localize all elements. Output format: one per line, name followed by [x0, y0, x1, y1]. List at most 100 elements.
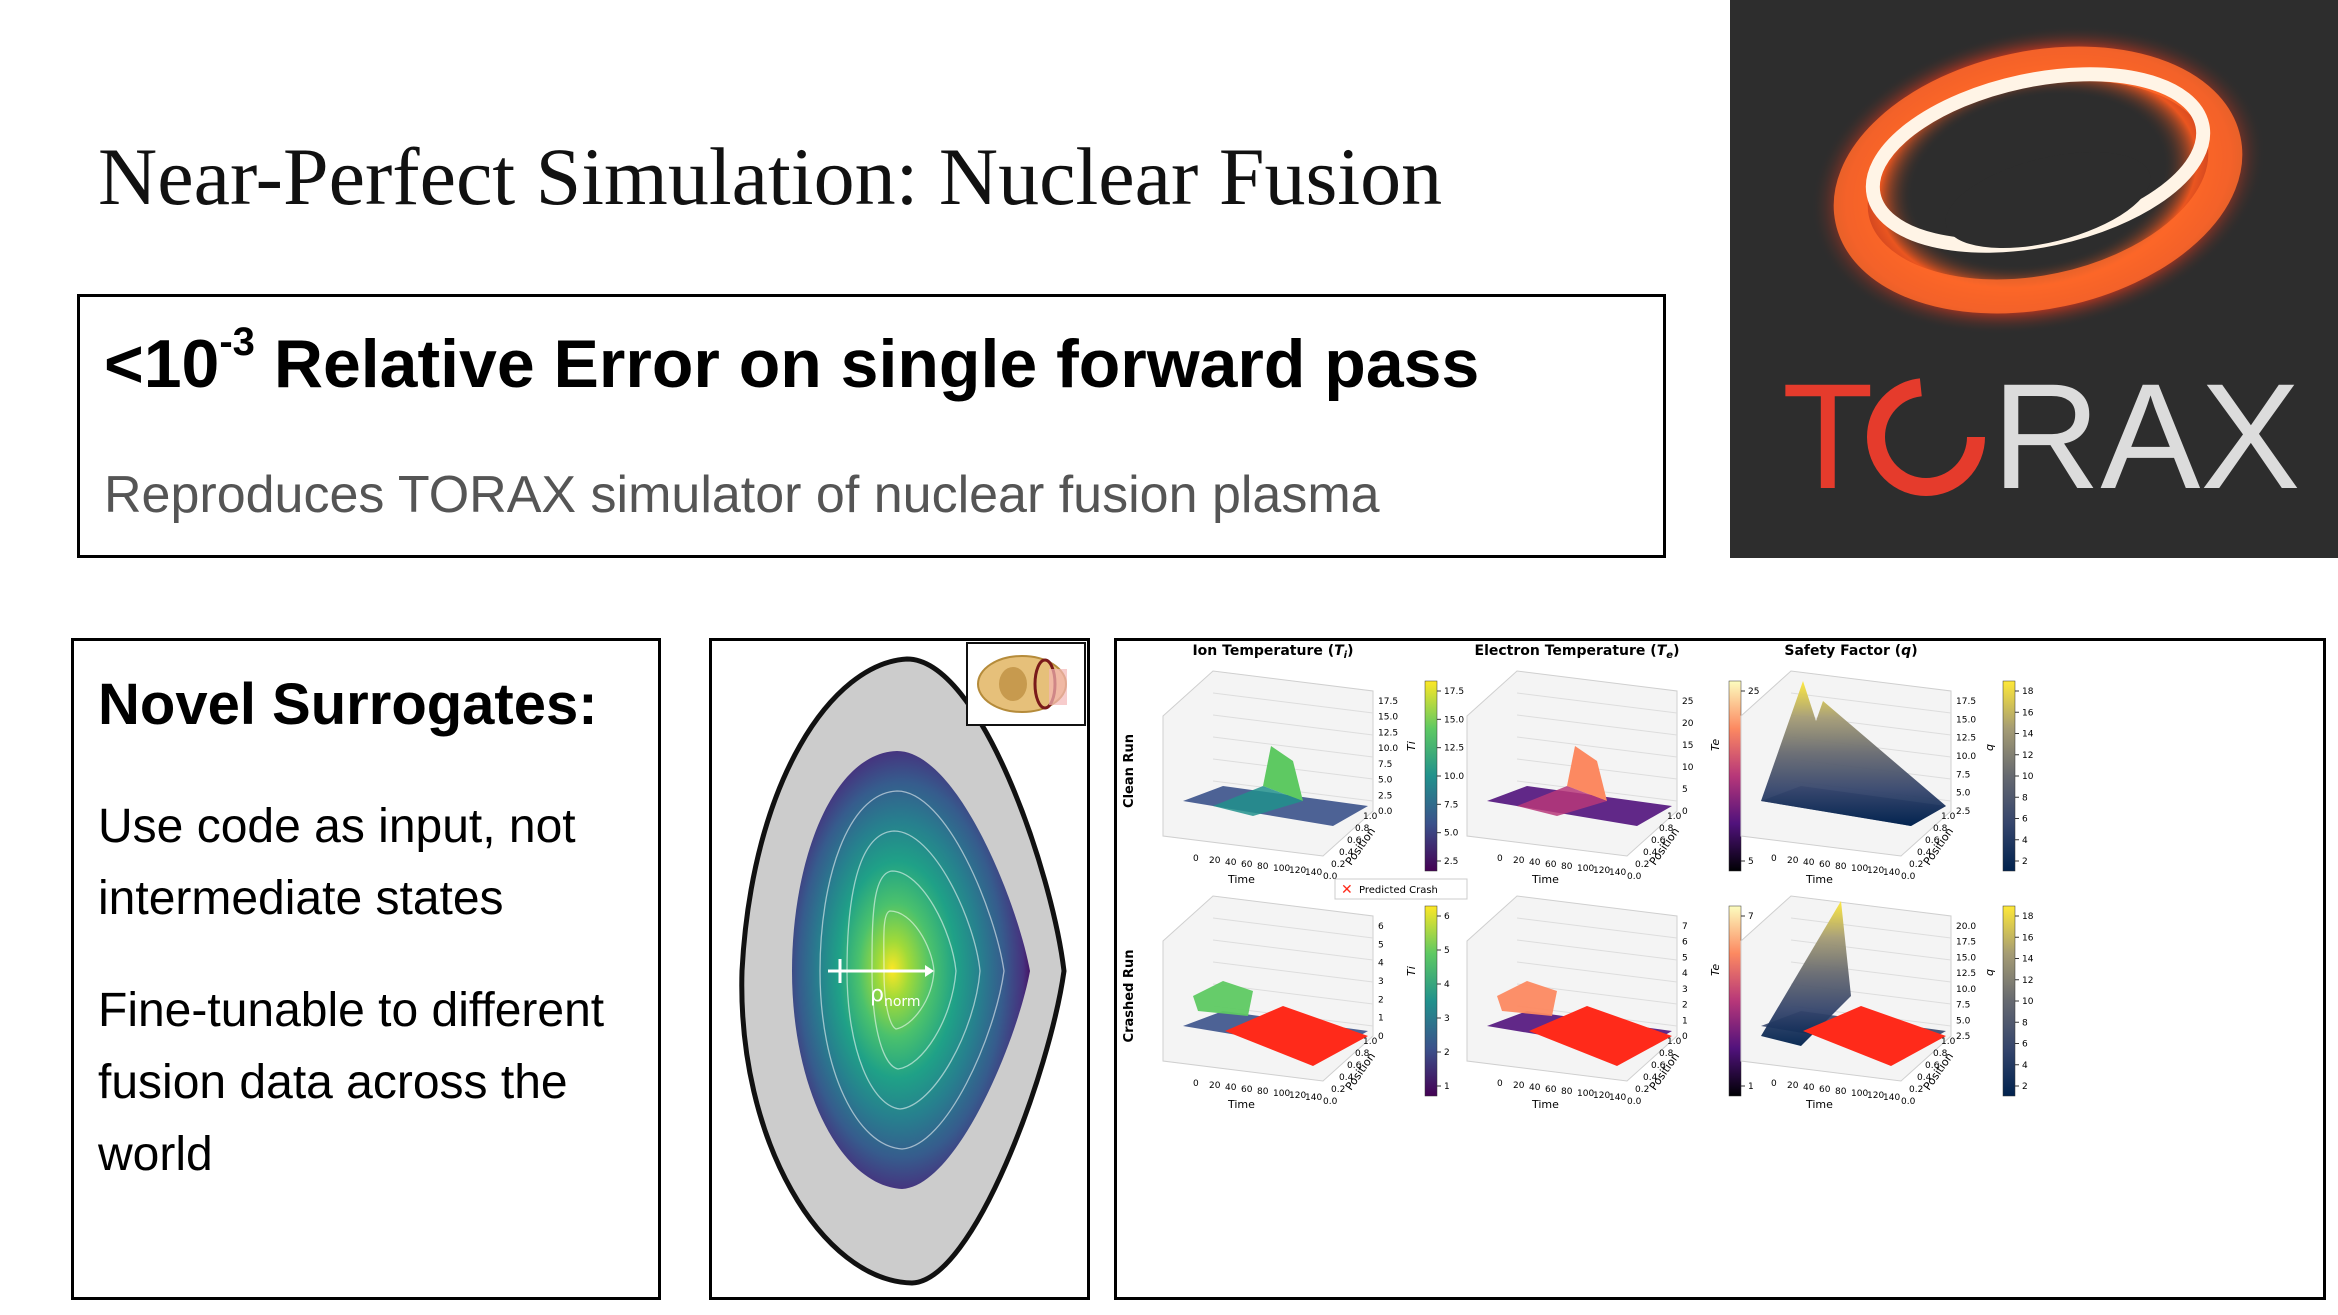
grid-line — [1212, 692, 1374, 714]
time-tick: 20 — [1787, 856, 1799, 866]
logo-letter-t: T — [1782, 352, 1874, 520]
grid-line — [1212, 961, 1374, 983]
time-tick: 20 — [1513, 1081, 1525, 1091]
time-tick: 80 — [1561, 862, 1573, 872]
z-tick: 2.5 — [1378, 791, 1392, 801]
z-axis-label: q — [1983, 744, 1996, 751]
time-tick: 140 — [1609, 1093, 1626, 1103]
z-tick: 20 — [1682, 719, 1694, 729]
colorbar-tick: 8 — [2022, 1018, 2028, 1028]
colorbar-tick: 18 — [2022, 687, 2034, 697]
colorbar-tick: 4 — [2022, 836, 2028, 846]
position-tick: 0.2 — [1635, 1085, 1649, 1095]
position-tick: 0.8 — [1933, 1049, 1948, 1059]
position-tick: 0.0 — [1323, 1097, 1338, 1107]
time-axis-label: Time — [1805, 1098, 1833, 1111]
z-tick: 2 — [1378, 995, 1384, 1005]
surrogate-item-2: Fine-tunable to different fusion data ac… — [98, 984, 605, 1181]
surface-peak — [1567, 746, 1607, 801]
torus-inset-hole — [999, 667, 1027, 701]
position-tick: 1.0 — [1941, 812, 1956, 822]
colorbar-tick: 6 — [1444, 912, 1450, 922]
row-label-2: Crashed Run — [1122, 950, 1137, 1043]
axes-box — [1466, 895, 1678, 1082]
colorbar — [1424, 680, 1438, 872]
colorbar-tick: 1 — [1748, 1082, 1754, 1092]
z-tick: 0 — [1378, 1032, 1384, 1042]
grid-line — [1516, 714, 1678, 736]
z-tick: 7.5 — [1956, 1001, 1970, 1011]
position-tick: 0.4 — [1917, 848, 1932, 858]
z-axis-label: Ti — [1405, 741, 1418, 751]
time-tick: 40 — [1529, 858, 1541, 868]
z-tick: 25 — [1682, 697, 1693, 707]
colorbar-tick: 6 — [2022, 1040, 2028, 1050]
time-tick: 0 — [1771, 1079, 1777, 1089]
claim-heading: <10-3 Relative Error on single forward p… — [104, 322, 1479, 403]
time-tick: 140 — [1609, 868, 1626, 878]
time-tick: 20 — [1209, 856, 1221, 866]
surface-plots-figure: Ion Temperature (Ti) Electron Temperature… — [1122, 643, 2034, 1111]
position-tick: 0.6 — [1347, 836, 1362, 846]
z-tick: 2.5 — [1956, 807, 1970, 817]
position-tick: 0.6 — [1651, 836, 1666, 846]
column-title-2: Electron Temperature (Te) — [1475, 643, 1680, 661]
colorbar-tick: 10 — [2022, 997, 2034, 1007]
z-tick: 12.5 — [1956, 734, 1976, 744]
time-tick: 20 — [1787, 1081, 1799, 1091]
torax-wordmark: T RAX — [1782, 352, 2300, 520]
position-tick: 0.4 — [1339, 848, 1354, 858]
grid-line — [1212, 736, 1374, 758]
rho-label: ρnorm — [870, 982, 921, 1010]
colorbar-tick: 15.0 — [1444, 715, 1464, 725]
colorbar — [2002, 905, 2016, 1097]
cross-section-panel: ρnorm — [709, 638, 1090, 1300]
colorbar-tick: 16 — [2022, 933, 2034, 943]
time-tick: 40 — [1225, 858, 1237, 868]
position-tick: 0.2 — [1635, 860, 1649, 870]
grid-line — [1516, 939, 1678, 961]
position-tick: 0.2 — [1909, 1085, 1923, 1095]
z-tick: 10.0 — [1378, 744, 1398, 754]
axes-box — [1162, 895, 1374, 1082]
z-tick: 3 — [1682, 985, 1688, 995]
time-tick: 80 — [1257, 1087, 1269, 1097]
time-axis-label: Time — [1227, 1098, 1255, 1111]
z-tick: 2 — [1682, 1001, 1688, 1011]
colorbar-tick: 7.5 — [1444, 800, 1458, 810]
time-axis-label: Time — [1805, 873, 1833, 886]
surface-q-pre-crash — [1761, 901, 1851, 1046]
time-tick: 60 — [1241, 860, 1253, 870]
z-tick: 5 — [1682, 785, 1688, 795]
torus-hole — [1945, 151, 2151, 249]
legend-label: Predicted Crash — [1359, 885, 1438, 896]
torus-ring — [1833, 46, 2243, 314]
z-tick: 1 — [1682, 1016, 1688, 1026]
time-tick: 80 — [1561, 1087, 1573, 1097]
z-tick: 5.0 — [1378, 776, 1393, 786]
torax-logo: T RAX — [1730, 0, 2338, 558]
z-tick: 12.5 — [1956, 969, 1976, 979]
position-tick: 0.4 — [1643, 1073, 1658, 1083]
z-tick: 3 — [1378, 977, 1384, 987]
logo-letters-rax: RAX — [1992, 352, 2300, 520]
surface-ridge — [1213, 786, 1303, 816]
position-tick: 0.4 — [1643, 848, 1658, 858]
time-tick: 60 — [1819, 860, 1831, 870]
claim-exponent: -3 — [219, 320, 255, 364]
colorbar — [1728, 680, 1742, 872]
position-tick: 0.4 — [1339, 1073, 1354, 1083]
time-tick: 40 — [1225, 1083, 1237, 1093]
colorbar-tick: 10.0 — [1444, 772, 1464, 782]
time-axis-label: Time — [1227, 873, 1255, 886]
position-tick: 0.6 — [1925, 836, 1940, 846]
colorbar-tick: 16 — [2022, 708, 2034, 718]
column-title-3: Safety Factor (q) — [1784, 643, 1917, 659]
legend-cross-icon: ✕ — [1341, 882, 1353, 898]
position-tick: 0.8 — [1933, 824, 1948, 834]
z-tick: 7 — [1682, 922, 1688, 932]
colorbar-tick: 2 — [1444, 1048, 1450, 1058]
z-tick: 4 — [1682, 969, 1688, 979]
colorbar-tick: 4 — [1444, 980, 1450, 990]
